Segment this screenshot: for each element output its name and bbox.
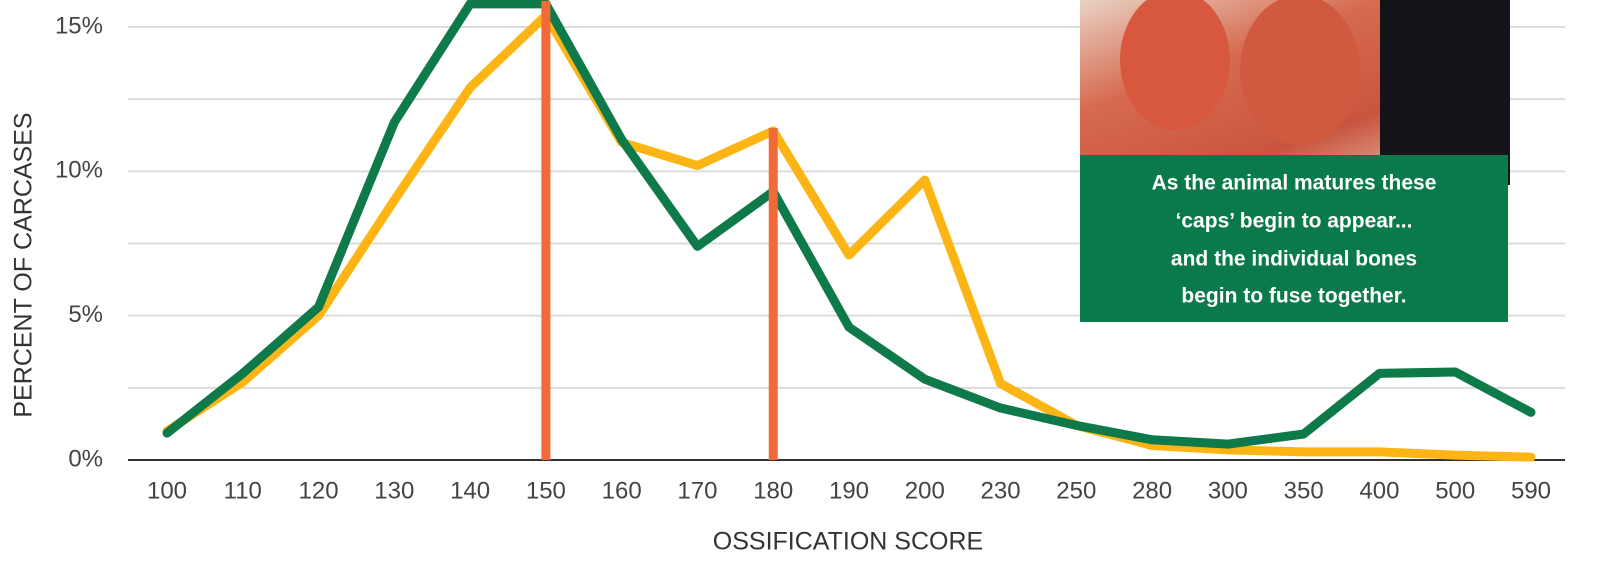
x-tick-label: 500	[1435, 477, 1475, 504]
x-tick-label: 200	[905, 477, 945, 504]
y-axis-title: PERCENT OF CARCASES	[10, 112, 38, 417]
callout-text: and the individual bones	[1171, 248, 1417, 271]
x-tick-label: 130	[374, 477, 414, 504]
x-tick-label: 180	[753, 477, 793, 504]
x-tick-label: 100	[147, 477, 187, 504]
x-tick-label: 230	[981, 477, 1021, 504]
x-tick-label: 590	[1511, 477, 1551, 504]
x-tick-label: 160	[602, 477, 642, 504]
x-tick-label: 150	[526, 477, 566, 504]
x-tick-label: 300	[1208, 477, 1248, 504]
callout-text: ‘caps’ begin to appear...	[1176, 210, 1413, 233]
x-tick-label: 400	[1359, 477, 1399, 504]
x-tick-label: 190	[829, 477, 869, 504]
y-tick-label: 10%	[55, 157, 103, 184]
x-tick-label: 170	[677, 477, 717, 504]
y-tick-label: 15%	[55, 12, 103, 39]
x-tick-label: 350	[1284, 477, 1324, 504]
callout-text: begin to fuse together.	[1181, 285, 1406, 308]
x-tick-label: 120	[299, 477, 339, 504]
callout-text: As the animal matures these	[1152, 172, 1437, 195]
x-axis-title: OSSIFICATION SCORE	[713, 528, 983, 556]
chart: As the animal matures these ‘caps’ begin…	[0, 0, 1624, 575]
y-tick-label: 0%	[68, 445, 103, 472]
photo-bone	[1240, 0, 1360, 145]
x-tick-label: 280	[1132, 477, 1172, 504]
x-tick-label: 110	[224, 477, 262, 504]
y-tick-label: 5%	[68, 301, 103, 328]
x-tick-label: 140	[450, 477, 490, 504]
x-tick-label: 250	[1056, 477, 1096, 504]
